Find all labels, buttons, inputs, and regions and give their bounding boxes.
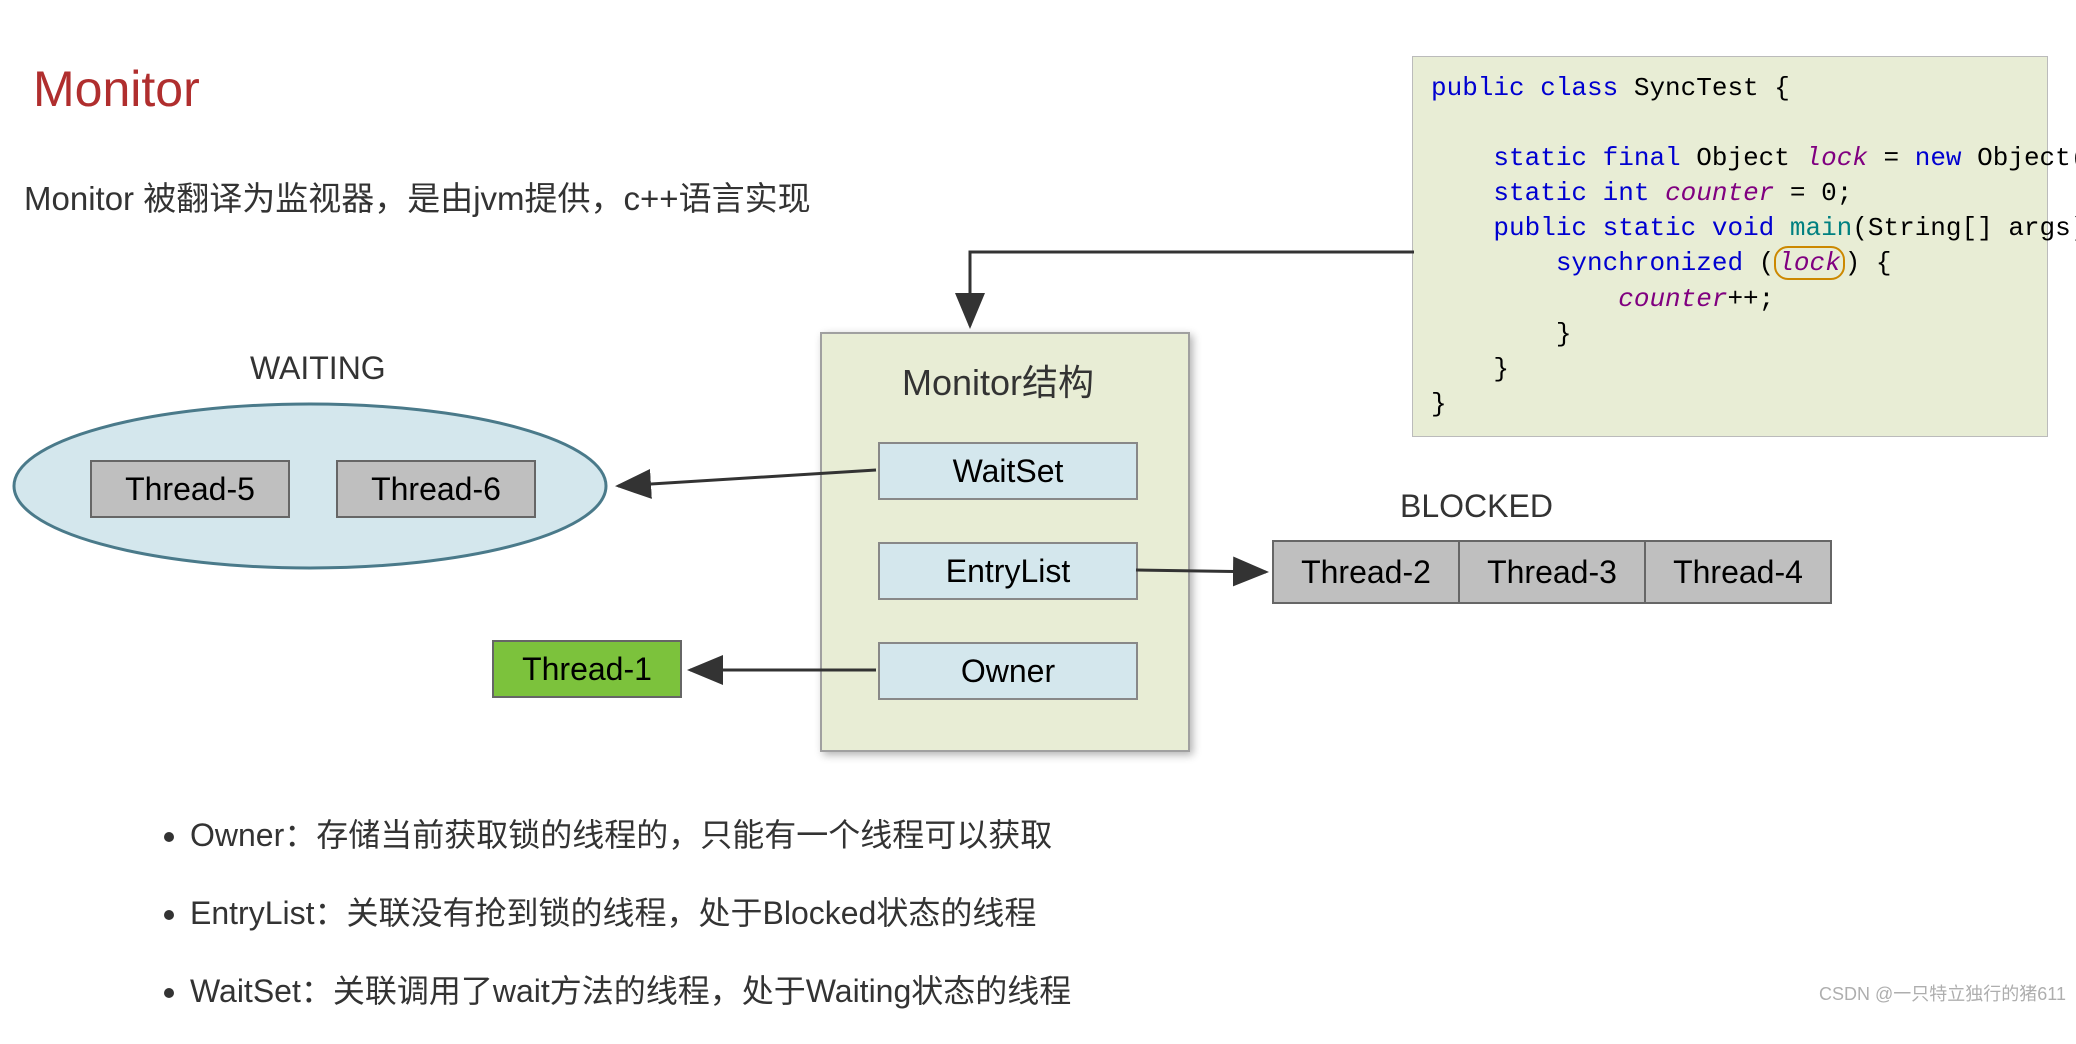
- monitor-waitset: WaitSet: [878, 442, 1138, 500]
- blocked-label: BLOCKED: [1400, 488, 1553, 525]
- code-text: (: [1759, 248, 1775, 278]
- blocked-thread-3: Thread-3: [1460, 542, 1646, 602]
- code-kw: static final: [1493, 143, 1696, 173]
- bullet-owner: Owner：存储当前获取锁的线程的，只能有一个线程可以获取: [190, 810, 1071, 856]
- code-text: ++;: [1727, 284, 1774, 314]
- code-kw: synchronized: [1556, 248, 1759, 278]
- owner-thread: Thread-1: [492, 640, 682, 698]
- code-var-circled: lock: [1774, 246, 1844, 280]
- waiting-label: WAITING: [250, 350, 386, 387]
- blocked-container: Thread-2 Thread-3 Thread-4: [1272, 540, 1832, 604]
- code-classname: SyncTest: [1634, 73, 1759, 103]
- code-method: main: [1790, 213, 1852, 243]
- monitor-title: Monitor结构: [902, 354, 1094, 406]
- code-text: Object();: [1977, 143, 2076, 173]
- monitor-box: Monitor结构 WaitSet EntryList Owner: [820, 332, 1190, 752]
- waiting-thread-5: Thread-5: [90, 460, 290, 518]
- code-box: public class SyncTest { static final Obj…: [1412, 56, 2048, 437]
- monitor-owner: Owner: [878, 642, 1138, 700]
- code-text: ) {: [1845, 248, 1892, 278]
- monitor-entrylist: EntryList: [878, 542, 1138, 600]
- code-var: lock: [1805, 143, 1867, 173]
- blocked-thread-2: Thread-2: [1274, 542, 1460, 602]
- code-kw: public static void: [1493, 213, 1789, 243]
- bullet-list: Owner：存储当前获取锁的线程的，只能有一个线程可以获取 EntryList：…: [160, 810, 1071, 1044]
- code-text: = 0;: [1774, 178, 1852, 208]
- page-title: Monitor: [33, 60, 200, 118]
- code-kw: public class: [1431, 73, 1634, 103]
- watermark: CSDN @一只特立独行的猪611: [1819, 980, 2066, 1006]
- bullet-waitset: WaitSet：关联调用了wait方法的线程，处于Waiting状态的线程: [190, 966, 1071, 1012]
- page-subtitle: Monitor 被翻译为监视器，是由jvm提供，c++语言实现: [24, 172, 811, 220]
- code-var: counter: [1618, 284, 1727, 314]
- code-text: =: [1868, 143, 1915, 173]
- code-type: Object: [1696, 143, 1805, 173]
- code-kw: static int: [1493, 178, 1665, 208]
- waiting-thread-6: Thread-6: [336, 460, 536, 518]
- code-text: (String[] args) {: [1852, 213, 2076, 243]
- blocked-thread-4: Thread-4: [1646, 542, 1830, 602]
- code-var: counter: [1665, 178, 1774, 208]
- bullet-entrylist: EntryList：关联没有抢到锁的线程，处于Blocked状态的线程: [190, 888, 1071, 934]
- code-kw: new: [1915, 143, 1977, 173]
